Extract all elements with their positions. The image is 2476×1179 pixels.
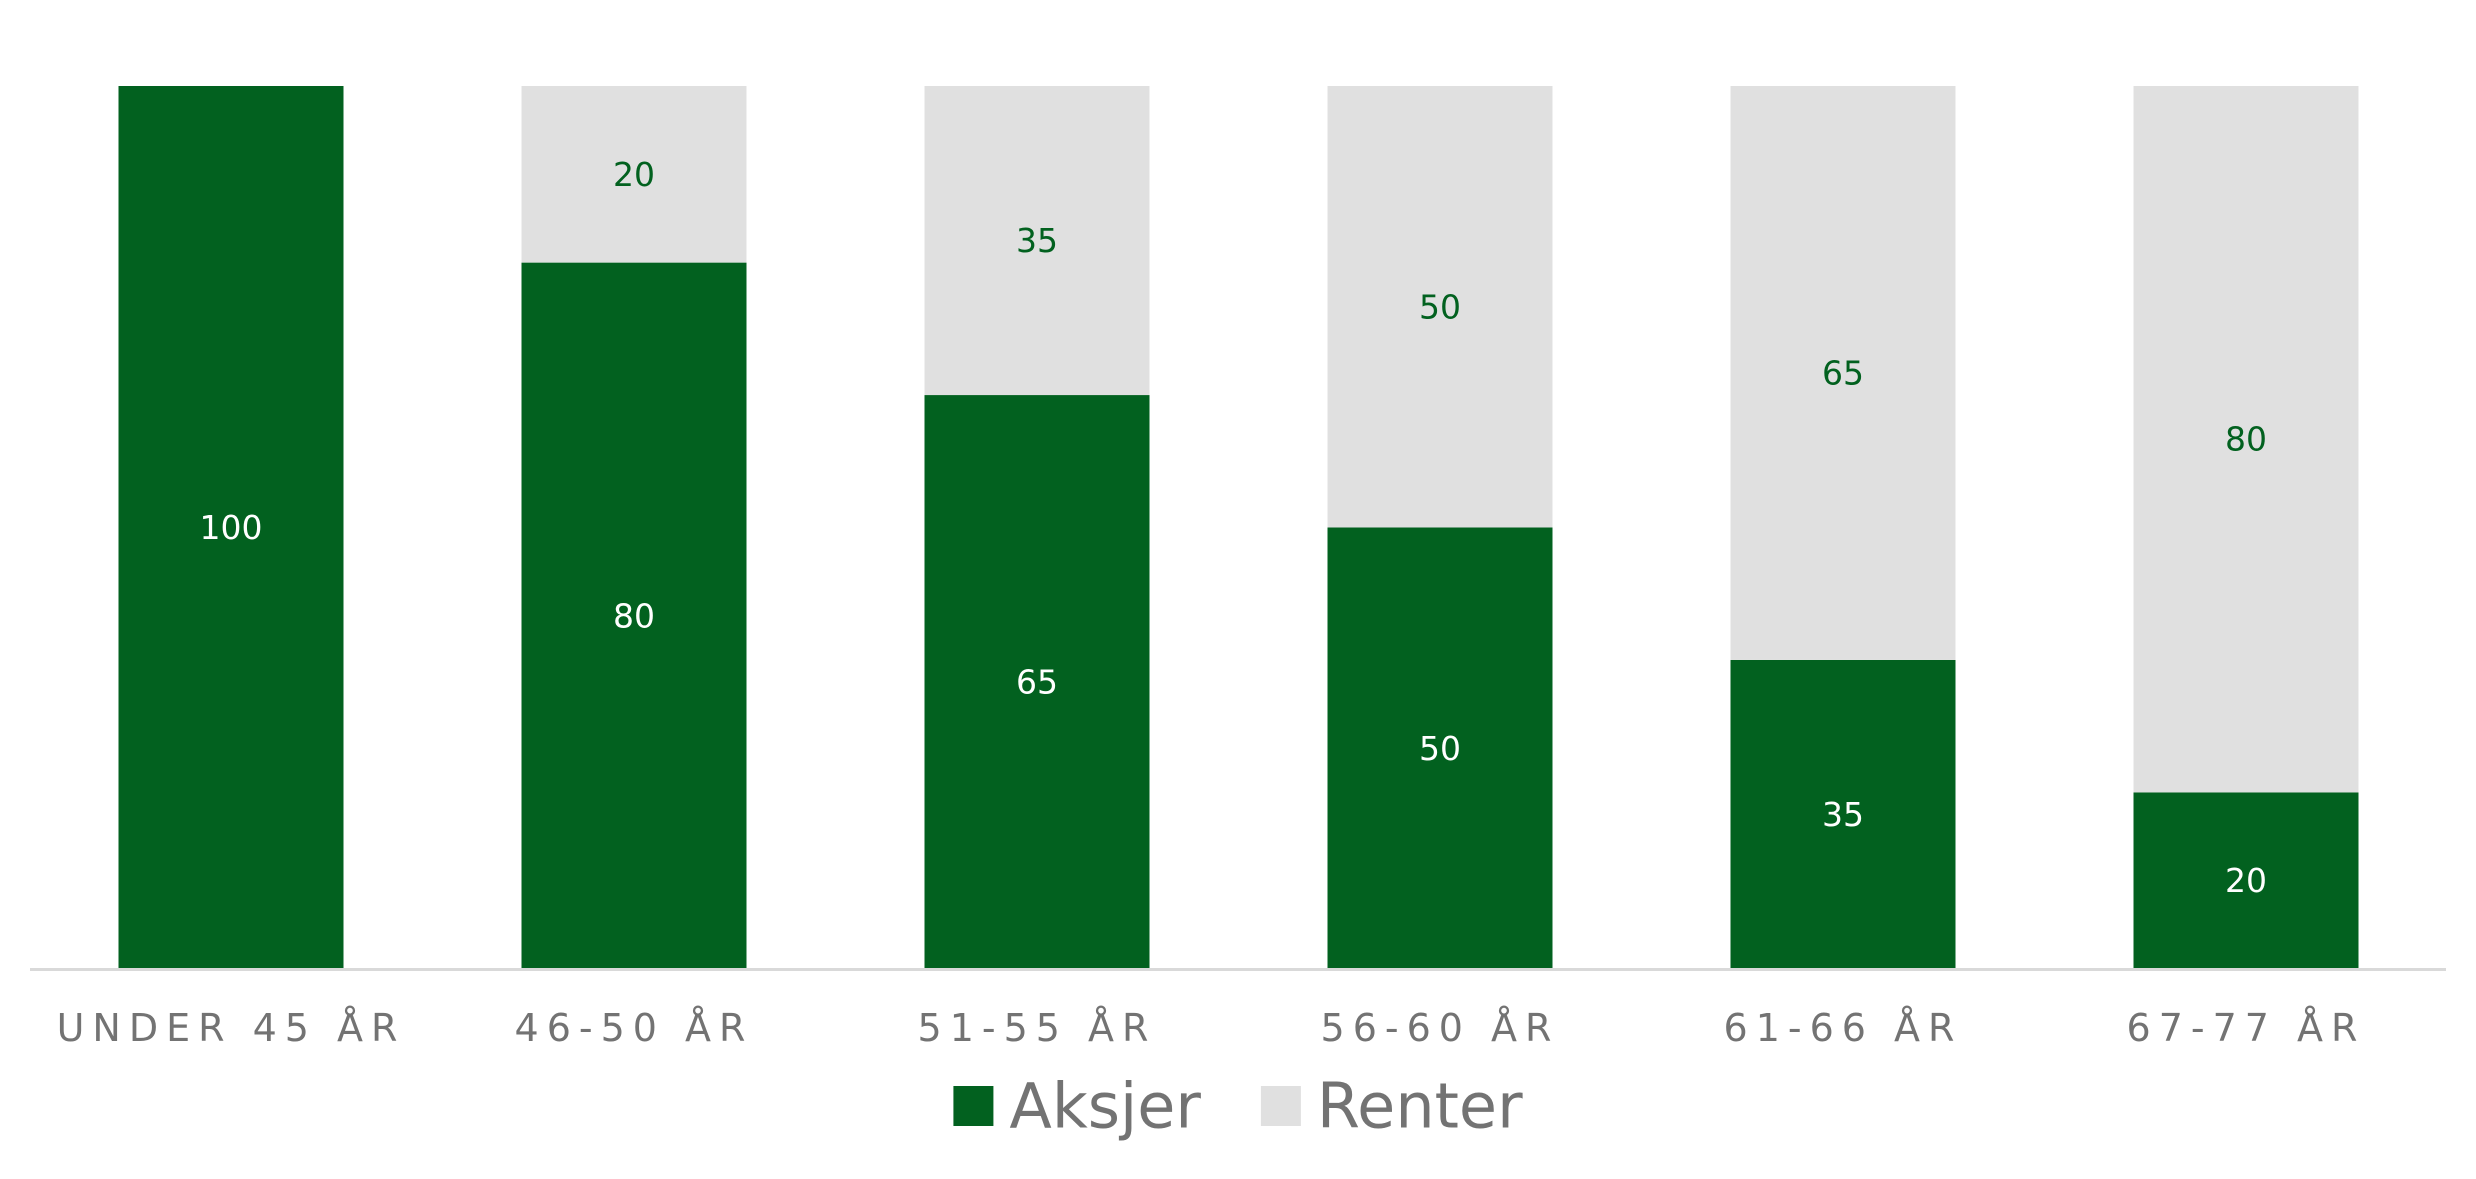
bar-aksjer-0 [118, 86, 344, 969]
bars-group: 100 80 20 65 35 50 50 35 65 20 80 [118, 86, 2359, 970]
data-label-renter-2: 35 [1016, 221, 1058, 260]
bar-renter-5 [2133, 86, 2359, 793]
data-label-renter-3: 50 [1419, 287, 1461, 326]
x-tick-label-2: 51-55 ÅR [918, 1006, 1157, 1050]
x-tick-label-4: 61-66 ÅR [1724, 1006, 1963, 1050]
legend-label-aksjer: Aksjer [1009, 1070, 1201, 1143]
legend: Aksjer Renter [953, 1070, 1523, 1143]
bar-aksjer-1 [521, 262, 747, 970]
x-tick-label-0: UNDER 45 ÅR [57, 1006, 406, 1050]
bar-renter-3 [1327, 86, 1553, 528]
legend-label-renter: Renter [1317, 1070, 1523, 1143]
bar-renter-1 [521, 86, 747, 263]
data-label-aksjer-5: 20 [2225, 861, 2267, 900]
data-label-renter-4: 65 [1822, 353, 1864, 392]
bar-aksjer-3 [1327, 527, 1553, 969]
category-labels: UNDER 45 ÅR 46-50 ÅR 51-55 ÅR 56-60 ÅR 61-66… [57, 1006, 2366, 1050]
data-label-aksjer-3: 50 [1419, 729, 1461, 768]
bar-renter-2 [924, 86, 1150, 396]
data-label-aksjer-2: 65 [1016, 663, 1058, 702]
data-label-aksjer-1: 80 [613, 596, 655, 635]
x-tick-label-3: 56-60 ÅR [1321, 1006, 1560, 1050]
data-label-renter-1: 20 [613, 155, 655, 194]
bar-aksjer-4 [1730, 659, 1956, 969]
data-label-aksjer-4: 35 [1822, 795, 1864, 834]
x-tick-label-1: 46-50 ÅR [515, 1006, 754, 1050]
data-label-renter-5: 80 [2225, 420, 2267, 459]
legend-swatch-renter [1260, 1086, 1301, 1126]
data-label-aksjer-0: 100 [200, 508, 263, 547]
x-tick-label-5: 67-77 ÅR [2127, 1006, 2366, 1050]
bar-aksjer-2 [924, 395, 1150, 969]
bar-aksjer-5 [2133, 792, 2359, 969]
legend-swatch-aksjer [953, 1086, 994, 1126]
bar-renter-4 [1730, 86, 1956, 660]
